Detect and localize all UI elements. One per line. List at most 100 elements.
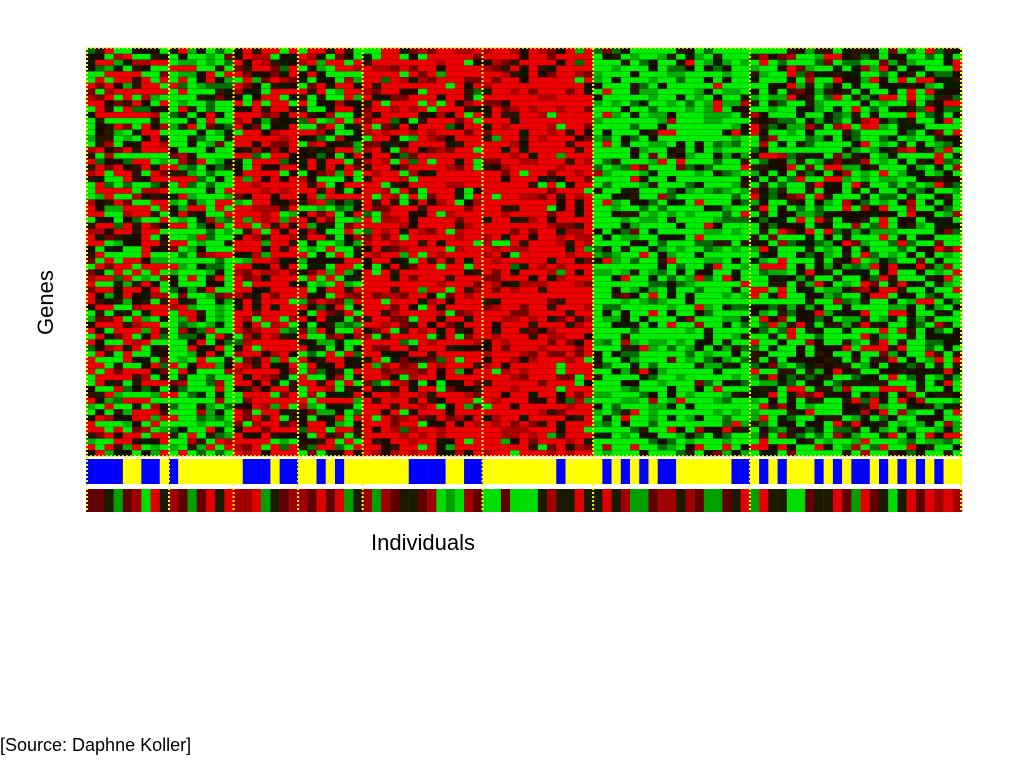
heatmap-cell [215,409,225,416]
heatmap-cell [187,333,197,340]
heatmap-cell [104,135,114,142]
heatmap-cell [436,415,446,422]
heatmap-cell [95,228,105,235]
heatmap-cell [242,129,253,136]
heatmap-cell [694,182,704,189]
heatmap-cell [593,263,603,270]
heatmap-cell [620,444,631,451]
heatmap-cell [187,345,197,352]
heatmap-cell [611,316,621,323]
heatmap-cell [288,112,299,119]
heatmap-cell [270,176,280,183]
heatmap-cell [703,59,714,66]
heatmap-cell [215,432,225,439]
heatmap-cell [666,438,677,445]
heatmap-cell [510,240,520,247]
heatmap-cell [427,438,437,445]
heatmap-cell [251,205,262,212]
heatmap-cell [593,321,603,328]
heatmap-cell [233,374,243,381]
heatmap-cell [132,135,142,142]
heatmap-cell [242,228,253,235]
heatmap-cell [196,240,207,247]
heatmap-cell [242,205,253,212]
heatmap-cell [362,269,372,276]
heatmap-cell [630,199,640,206]
heatmap-cell [445,415,455,422]
heatmap-cell [86,403,96,410]
heatmap-cell [713,327,723,334]
heatmap-cell [491,321,502,328]
heatmap-cell [537,65,548,72]
heatmap-cell [371,327,382,334]
heatmap-cell [657,316,668,323]
heatmap-cell [685,135,695,142]
heatmap-cell [279,444,290,451]
heatmap-cell [574,403,585,410]
heatmap-cell [519,438,529,445]
heatmap-cell [334,257,345,264]
heatmap-cell [454,415,465,422]
heatmap-cell [611,228,621,235]
heatmap-cell [713,298,723,305]
heatmap-cell [685,112,695,119]
heatmap-cell [639,339,649,346]
heatmap-cell [630,316,640,323]
heatmap-cell [685,444,695,451]
heatmap-cell [602,123,612,130]
heatmap-cell [288,187,299,194]
heatmap-cell [620,147,631,154]
heatmap-cell [556,386,566,393]
heatmap-cell [583,71,594,78]
heatmap-cell [187,222,197,229]
heatmap-cell [344,403,354,410]
heatmap-cell [703,257,714,264]
heatmap-cell [408,246,419,253]
heatmap-cell [279,135,290,142]
heatmap-cell [122,333,133,340]
heatmap-cell [482,391,492,398]
heatmap-cell [574,94,585,101]
heatmap-cell [95,112,105,119]
heatmap-cell [316,304,326,311]
heatmap-cell [279,71,290,78]
heatmap-cell [316,275,326,282]
heatmap-cell [427,112,437,119]
heatmap-cell [630,65,640,72]
heatmap-cell [464,123,474,130]
heatmap-cell [307,106,317,113]
heatmap-cell [224,316,234,323]
heatmap-cell [307,263,317,270]
heatmap-cell [694,222,704,229]
heatmap-cell [491,123,502,130]
heatmap-cell [122,421,133,428]
heatmap-cell [215,217,225,224]
heatmap-cell [104,176,114,183]
heatmap-cell [519,217,529,224]
heatmap-cell [685,106,695,113]
heatmap-cell [233,246,243,253]
heatmap-cell [95,275,105,282]
heatmap-cell [141,339,151,346]
heatmap-cell [547,205,557,212]
heatmap-cell [694,176,704,183]
heatmap-cell [251,59,262,66]
heatmap-cell [86,65,96,72]
heatmap-cell [731,147,741,154]
heatmap-cell [436,316,446,323]
heatmap-cell [381,321,391,328]
heatmap-cell [473,356,483,363]
heatmap-cell [178,246,188,253]
heatmap-cell [676,88,686,95]
heatmap-cell [740,82,751,89]
heatmap-cell [694,368,704,375]
heatmap-cell [205,240,216,247]
heatmap-cell [491,164,502,171]
heatmap-cell [178,356,188,363]
heatmap-cell [694,409,704,416]
heatmap-cell [334,94,345,101]
heatmap-cell [731,321,741,328]
heatmap-cell [547,351,557,358]
heatmap-cell [344,292,354,299]
heatmap-cell [408,71,419,78]
